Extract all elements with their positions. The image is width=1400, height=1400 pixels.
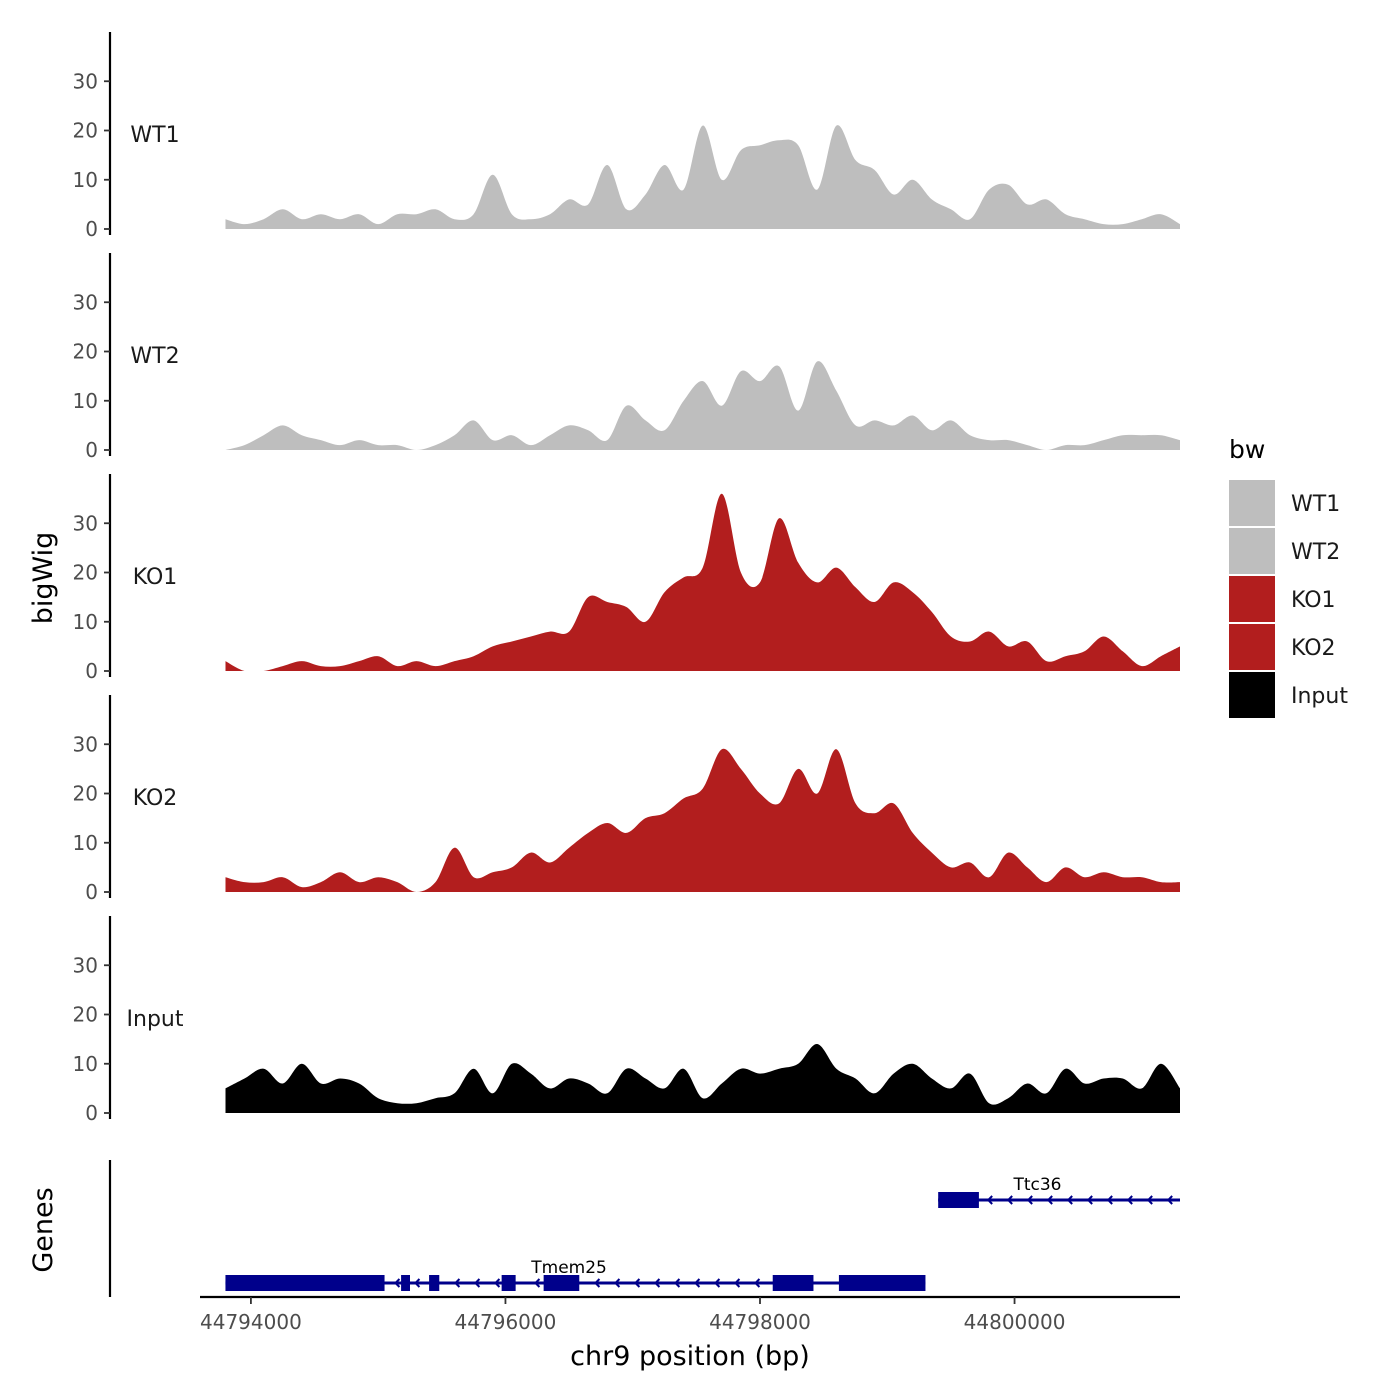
gene-exon: [938, 1192, 979, 1208]
track-input: 0 10 20 30 Input: [73, 916, 1180, 1125]
strand-arrow: [1066, 1195, 1073, 1205]
track-ko1: 0 10 20 30 KO1: [73, 474, 1180, 683]
x-tick-label: 44796000: [455, 1310, 557, 1334]
y-tick-label: 10: [73, 610, 98, 634]
legend-swatch-wt1: [1229, 480, 1275, 526]
legend-swatch-wt2: [1229, 528, 1275, 574]
legend-swatch-input: [1229, 672, 1275, 718]
legend-label-ko2: KO2: [1291, 636, 1336, 661]
strand-arrow: [654, 1278, 661, 1288]
strand-arrow: [1146, 1195, 1153, 1205]
gene-exon: [543, 1275, 580, 1291]
y-tick-label: 10: [73, 831, 98, 855]
y-tick-label: 30: [73, 69, 98, 93]
x-axis: 44794000 44796000 44798000 44800000: [200, 1295, 1180, 1334]
strand-arrow: [734, 1278, 741, 1288]
strand-arrow: [534, 1278, 541, 1288]
legend: WT1 WT2 KO1 KO2 Input: [1229, 480, 1348, 718]
y-tick-label: 0: [85, 880, 98, 904]
gene-track: Ttc36 Tmem25: [108, 1160, 1180, 1297]
strand-arrow: [754, 1278, 761, 1288]
area-ko1: [225, 493, 1180, 671]
track-wt2: 0 10 20 30 WT2: [73, 253, 1180, 462]
area-ko2: [225, 748, 1180, 892]
area-wt2: [225, 361, 1180, 450]
gene-exon: [429, 1275, 440, 1291]
y-tick-label: 30: [73, 732, 98, 756]
track-wt1: 0 10 20 30 WT1: [73, 32, 1180, 241]
x-axis-title: chr9 position (bp): [570, 1341, 810, 1372]
y-tick-label: 30: [73, 511, 98, 535]
strand-arrow: [1086, 1195, 1093, 1205]
gene-ttc36: Ttc36: [938, 1175, 1180, 1208]
x-tick-label: 44800000: [964, 1310, 1066, 1334]
y-tick-label: 30: [73, 953, 98, 977]
strand-arrow: [394, 1278, 401, 1288]
strand-arrow: [1126, 1195, 1133, 1205]
track-label-wt2: WT2: [130, 344, 179, 369]
area-wt1: [225, 125, 1180, 229]
y-tick-label: 0: [85, 438, 98, 462]
area-input: [225, 1043, 1180, 1113]
y-axis-title: bigWig: [28, 532, 59, 625]
strand-arrow: [614, 1278, 621, 1288]
y-tick-label: 0: [85, 217, 98, 241]
y-tick-label: 10: [73, 1052, 98, 1076]
strand-arrow: [714, 1278, 721, 1288]
y-tick-label: 20: [73, 782, 98, 806]
legend-label-wt2: WT2: [1291, 540, 1340, 565]
strand-arrow: [414, 1278, 421, 1288]
y-tick-label: 20: [73, 1003, 98, 1027]
gene-exon: [401, 1275, 410, 1291]
legend-swatch-ko2: [1229, 624, 1275, 670]
y-tick-label: 20: [73, 561, 98, 585]
x-tick-label: 44798000: [709, 1310, 811, 1334]
y-tick-label: 10: [73, 389, 98, 413]
y-tick-label: 20: [73, 119, 98, 143]
strand-arrow: [1106, 1195, 1113, 1205]
strand-arrow: [494, 1278, 501, 1288]
strand-arrow: [594, 1278, 601, 1288]
genes-axis-title: Genes: [28, 1187, 59, 1272]
gene-exon: [501, 1275, 516, 1291]
legend-label-wt1: WT1: [1291, 492, 1340, 517]
y-tick-label: 0: [85, 1101, 98, 1125]
strand-arrow: [986, 1195, 993, 1205]
strand-arrow: [694, 1278, 701, 1288]
strand-arrow: [1026, 1195, 1033, 1205]
legend-label-ko1: KO1: [1291, 588, 1336, 613]
track-label-ko1: KO1: [133, 565, 178, 590]
legend-swatch-ko1: [1229, 576, 1275, 622]
track-label-input: Input: [127, 1007, 184, 1032]
coverage-tracks: 0 10 20 30 WT1 0 10 20 30 WT2 0 10 20 30 KO1 0 10 20 30 KO2…: [73, 32, 1180, 1125]
y-tick-label: 20: [73, 340, 98, 364]
strand-arrow: [674, 1278, 681, 1288]
y-tick-label: 0: [85, 659, 98, 683]
gene-label-tmem25: Tmem25: [530, 1258, 607, 1278]
y-tick-label: 30: [73, 290, 98, 314]
strand-arrow: [1046, 1195, 1053, 1205]
gene-tmem25: Tmem25: [225, 1258, 926, 1291]
legend-label-input: Input: [1291, 684, 1348, 709]
gene-exon: [225, 1275, 385, 1291]
strand-arrow: [474, 1278, 481, 1288]
gene-label-ttc36: Ttc36: [1012, 1175, 1061, 1195]
gene-exon: [772, 1275, 814, 1291]
legend-title: bw: [1229, 435, 1265, 464]
y-tick-label: 10: [73, 168, 98, 192]
track-label-wt1: WT1: [130, 123, 179, 148]
track-ko2: 0 10 20 30 KO2: [73, 695, 1180, 904]
gene-exon: [838, 1275, 926, 1291]
x-tick-label: 44794000: [200, 1310, 302, 1334]
track-label-ko2: KO2: [133, 786, 178, 811]
strand-arrow: [1006, 1195, 1013, 1205]
strand-arrow: [454, 1278, 461, 1288]
strand-arrow: [1166, 1195, 1173, 1205]
strand-arrow: [634, 1278, 641, 1288]
